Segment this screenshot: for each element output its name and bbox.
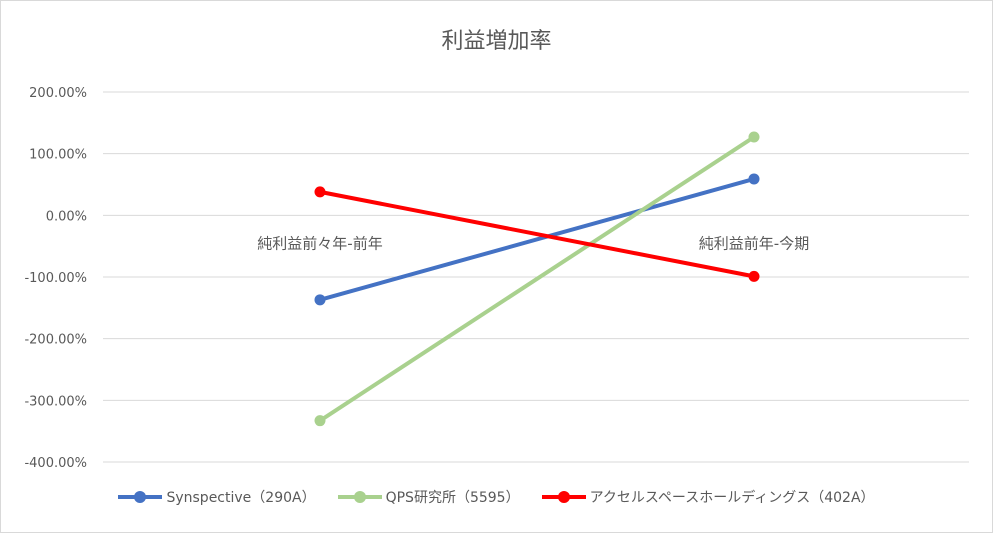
data-point (314, 294, 326, 306)
y-tick-label: -300.00% (24, 394, 87, 409)
legend-swatch (337, 490, 382, 504)
legend-label: QPS研究所（5595） (385, 490, 520, 506)
series-line (318, 135, 756, 423)
chart-title: 利益増加率 (441, 29, 552, 54)
legend-swatch (541, 490, 586, 504)
data-point (314, 415, 326, 427)
legend-label: アクセルスペースホールディングス（402A） (589, 490, 875, 506)
series-line (318, 176, 756, 302)
y-tick-label: 100.00% (29, 148, 87, 163)
legend-swatch (118, 490, 163, 504)
legend-item: QPS研究所（5595） (337, 487, 520, 507)
data-point (314, 186, 326, 198)
legend: Synspective（290A） QPS研究所（5595） アクセルスペースホール… (1, 487, 992, 507)
y-tick-label: -400.00% (24, 456, 87, 471)
legend-label: Synspective（290A） (166, 490, 316, 506)
series-line (318, 189, 756, 279)
legend-item: アクセルスペースホールディングス（402A） (541, 487, 875, 507)
y-tick-label: -100.00% (24, 271, 87, 286)
data-point (748, 270, 760, 282)
data-point (748, 131, 760, 143)
y-tick-label: 0.00% (46, 209, 87, 224)
y-tick-label: 200.00% (29, 86, 87, 101)
x-category-label: 純利益前年-今期 (699, 234, 809, 252)
data-point (748, 173, 760, 185)
legend-item: Synspective（290A） (118, 487, 316, 507)
y-tick-label: -200.00% (24, 333, 87, 348)
x-category-label: 純利益前々年-前年 (257, 234, 382, 252)
